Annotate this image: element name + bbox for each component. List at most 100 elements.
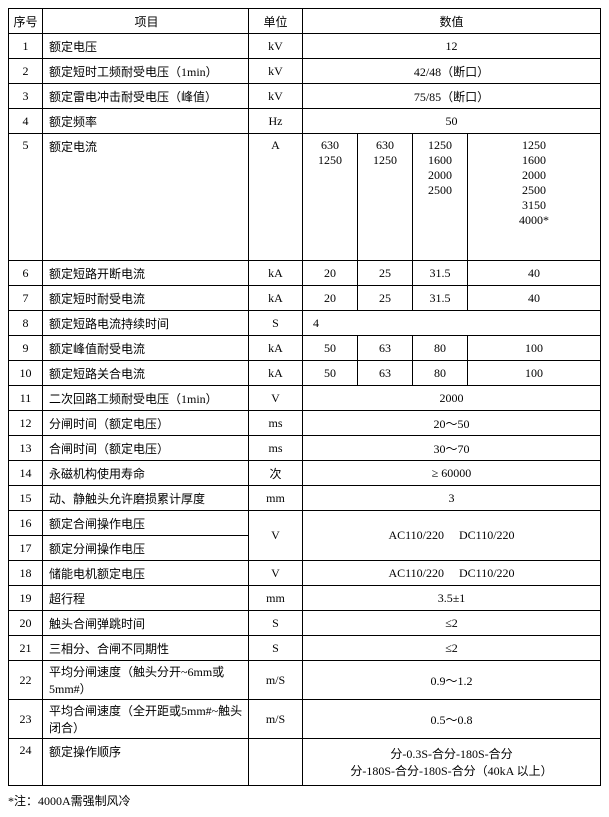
cell-unit <box>249 739 303 786</box>
cell-sub-c4: 1250 1600 2000 2500 3150 4000* <box>468 134 601 261</box>
spec-table: 序号 项目 单位 数值 1 额定电压 kV 12 2 额定短时工频耐受电压（1m… <box>8 8 601 786</box>
cell-sub-c2: 63 <box>358 336 413 361</box>
cell-seq: 24 <box>9 739 43 786</box>
cell-seq: 6 <box>9 261 43 286</box>
cell-sub-c4: 100 <box>468 336 601 361</box>
cell-seq: 16 <box>9 511 43 536</box>
table-row: 4 额定频率 Hz 50 <box>9 109 601 134</box>
sub-value: 630 <box>307 138 353 153</box>
cell-unit: mm <box>249 586 303 611</box>
cell-item: 额定频率 <box>43 109 249 134</box>
cell-item: 超行程 <box>43 586 249 611</box>
cell-item: 额定操作顺序 <box>43 739 249 786</box>
cell-value-line: 分-180S-合分-180S-合分（40kA 以上） <box>307 762 596 779</box>
cell-item: 额定峰值耐受电流 <box>43 336 249 361</box>
table-row: 13 合闸时间（额定电压） ms 30～70 <box>9 436 601 461</box>
table-row: 3 额定雷电冲击耐受电压（峰值） kV 75/85（断口） <box>9 84 601 109</box>
cell-item: 额定电压 <box>43 34 249 59</box>
cell-seq: 18 <box>9 561 43 586</box>
cell-sub-c3: 31.5 <box>413 261 468 286</box>
cell-unit: V <box>249 561 303 586</box>
cell-sub-c1: 50 <box>303 361 358 386</box>
sub-value: 2000 <box>472 168 596 183</box>
cell-sub-c1: 20 <box>303 261 358 286</box>
cell-unit: m/S <box>249 661 303 700</box>
cell-value: 4 <box>303 311 601 336</box>
cell-sub-c1: 20 <box>303 286 358 311</box>
cell-sub-c2: 63 <box>358 361 413 386</box>
cell-item: 平均合闸速度（全开距或5mm#~触头闭合） <box>43 700 249 739</box>
cell-value: ≤2 <box>303 636 601 661</box>
cell-seq: 7 <box>9 286 43 311</box>
cell-seq: 2 <box>9 59 43 84</box>
table-row: 6 额定短路开断电流 kA 20 25 31.5 40 <box>9 261 601 286</box>
cell-value: 75/85（断口） <box>303 84 601 109</box>
cell-unit: V <box>249 511 303 561</box>
sub-value: 4000* <box>472 213 596 228</box>
cell-item: 额定电流 <box>43 134 249 261</box>
sub-value: 1600 <box>417 153 463 168</box>
cell-seq: 23 <box>9 700 43 739</box>
cell-unit: m/S <box>249 700 303 739</box>
table-row: 5 额定电流 A 630 1250 630 1250 1250 1600 200… <box>9 134 601 261</box>
cell-seq: 13 <box>9 436 43 461</box>
header-unit: 单位 <box>249 9 303 34</box>
cell-seq: 19 <box>9 586 43 611</box>
cell-sub-c4: 40 <box>468 261 601 286</box>
cell-sub-c4: 40 <box>468 286 601 311</box>
cell-unit: ms <box>249 411 303 436</box>
cell-sub-c3: 80 <box>413 336 468 361</box>
footnote: *注：4000A需强制风冷 <box>8 792 601 809</box>
table-row: 21 三相分、合闸不同期性 S ≤2 <box>9 636 601 661</box>
sub-value: 1250 <box>307 153 353 168</box>
cell-item: 合闸时间（额定电压） <box>43 436 249 461</box>
cell-item: 平均分闸速度（触头分开~6mm或5mm#） <box>43 661 249 700</box>
cell-value: 0.5～0.8 <box>303 700 601 739</box>
cell-item: 二次回路工频耐受电压（1min） <box>43 386 249 411</box>
cell-value: 20～50 <box>303 411 601 436</box>
cell-seq: 20 <box>9 611 43 636</box>
cell-item: 额定分闸操作电压 <box>43 536 249 561</box>
cell-sub-c4: 100 <box>468 361 601 386</box>
cell-unit: Hz <box>249 109 303 134</box>
cell-sub-c1: 630 1250 <box>303 134 358 261</box>
cell-seq: 11 <box>9 386 43 411</box>
table-row: 8 额定短路电流持续时间 S 4 <box>9 311 601 336</box>
cell-value-line: 分-0.3S-合分-180S-合分 <box>307 745 596 762</box>
cell-sub-c3: 80 <box>413 361 468 386</box>
cell-unit: ms <box>249 436 303 461</box>
cell-value: AC110/220 DC110/220 <box>303 511 601 561</box>
sub-value: 1250 <box>362 153 408 168</box>
cell-value: 2000 <box>303 386 601 411</box>
cell-item: 储能电机额定电压 <box>43 561 249 586</box>
cell-item: 额定短路关合电流 <box>43 361 249 386</box>
header-seq: 序号 <box>9 9 43 34</box>
cell-seq: 10 <box>9 361 43 386</box>
table-row: 23 平均合闸速度（全开距或5mm#~触头闭合） m/S 0.5～0.8 <box>9 700 601 739</box>
cell-seq: 8 <box>9 311 43 336</box>
cell-item: 额定合闸操作电压 <box>43 511 249 536</box>
cell-sub-c3: 1250 1600 2000 2500 <box>413 134 468 261</box>
cell-seq: 15 <box>9 486 43 511</box>
cell-seq: 1 <box>9 34 43 59</box>
cell-item: 动、静触头允许磨损累计厚度 <box>43 486 249 511</box>
cell-value: 12 <box>303 34 601 59</box>
cell-unit: kA <box>249 261 303 286</box>
cell-sub-c2: 630 1250 <box>358 134 413 261</box>
cell-unit: A <box>249 134 303 261</box>
table-row: 22 平均分闸速度（触头分开~6mm或5mm#） m/S 0.9～1.2 <box>9 661 601 700</box>
cell-unit: kA <box>249 336 303 361</box>
sub-value: 1600 <box>472 153 596 168</box>
cell-item: 额定雷电冲击耐受电压（峰值） <box>43 84 249 109</box>
cell-sub-c2: 25 <box>358 261 413 286</box>
table-row: 19 超行程 mm 3.5±1 <box>9 586 601 611</box>
cell-unit: S <box>249 611 303 636</box>
cell-unit: kV <box>249 84 303 109</box>
table-row: 14 永磁机构使用寿命 次 ≥ 60000 <box>9 461 601 486</box>
header-item: 项目 <box>43 9 249 34</box>
cell-seq: 12 <box>9 411 43 436</box>
sub-value: 2500 <box>472 183 596 198</box>
cell-value: 0.9～1.2 <box>303 661 601 700</box>
cell-unit: S <box>249 636 303 661</box>
cell-item: 三相分、合闸不同期性 <box>43 636 249 661</box>
